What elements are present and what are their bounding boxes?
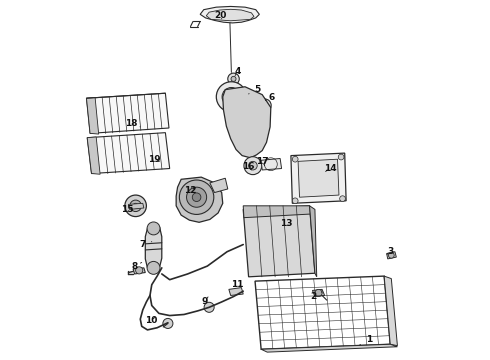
Text: 10: 10 <box>145 316 157 325</box>
Circle shape <box>248 161 257 170</box>
Circle shape <box>340 196 345 202</box>
Polygon shape <box>384 276 397 346</box>
Polygon shape <box>87 133 170 174</box>
Circle shape <box>187 187 207 207</box>
Circle shape <box>315 289 322 297</box>
Polygon shape <box>387 252 396 259</box>
Polygon shape <box>176 177 223 222</box>
Circle shape <box>204 302 214 312</box>
Circle shape <box>163 319 173 328</box>
Text: 8: 8 <box>131 262 142 271</box>
Polygon shape <box>200 6 259 23</box>
Circle shape <box>147 261 160 274</box>
Circle shape <box>179 180 214 215</box>
Text: 5: 5 <box>248 85 261 94</box>
Circle shape <box>389 252 394 258</box>
Polygon shape <box>243 206 310 218</box>
Text: 1: 1 <box>360 335 372 345</box>
Polygon shape <box>243 206 315 277</box>
Text: 13: 13 <box>280 219 293 228</box>
Text: 12: 12 <box>184 185 197 194</box>
Polygon shape <box>310 206 317 277</box>
Polygon shape <box>229 288 243 296</box>
Text: 7: 7 <box>140 240 152 249</box>
Polygon shape <box>133 268 146 274</box>
Text: 14: 14 <box>324 164 337 173</box>
Polygon shape <box>87 93 169 134</box>
Text: 3: 3 <box>387 247 393 256</box>
Polygon shape <box>223 87 271 158</box>
Text: 15: 15 <box>121 205 134 214</box>
Circle shape <box>192 193 201 202</box>
Polygon shape <box>87 137 100 174</box>
Polygon shape <box>298 159 339 197</box>
Circle shape <box>244 157 262 175</box>
Text: 18: 18 <box>125 119 140 128</box>
Circle shape <box>293 156 298 162</box>
Text: 4: 4 <box>235 67 241 76</box>
Text: 2: 2 <box>310 292 322 301</box>
Polygon shape <box>206 9 254 21</box>
Circle shape <box>231 76 236 81</box>
Polygon shape <box>87 98 98 134</box>
Text: 16: 16 <box>242 162 254 171</box>
Circle shape <box>258 99 271 112</box>
Circle shape <box>147 222 160 235</box>
Circle shape <box>136 267 143 274</box>
Text: 9: 9 <box>202 297 208 306</box>
Polygon shape <box>128 203 144 210</box>
Text: 17: 17 <box>256 157 269 166</box>
Polygon shape <box>255 276 390 349</box>
Polygon shape <box>291 153 346 203</box>
Polygon shape <box>313 289 324 297</box>
Circle shape <box>222 87 241 106</box>
Polygon shape <box>261 158 282 170</box>
Text: 6: 6 <box>266 93 275 102</box>
Circle shape <box>133 203 138 208</box>
Circle shape <box>227 93 236 101</box>
Text: 11: 11 <box>231 280 244 289</box>
Circle shape <box>293 198 298 204</box>
Circle shape <box>262 102 268 109</box>
Text: 20: 20 <box>215 11 227 20</box>
Polygon shape <box>210 178 228 193</box>
Circle shape <box>338 154 344 160</box>
Circle shape <box>228 73 239 85</box>
Circle shape <box>130 200 141 212</box>
Text: 19: 19 <box>148 155 161 164</box>
Polygon shape <box>146 227 162 268</box>
Polygon shape <box>261 344 397 352</box>
Circle shape <box>125 195 147 217</box>
Circle shape <box>216 82 246 112</box>
